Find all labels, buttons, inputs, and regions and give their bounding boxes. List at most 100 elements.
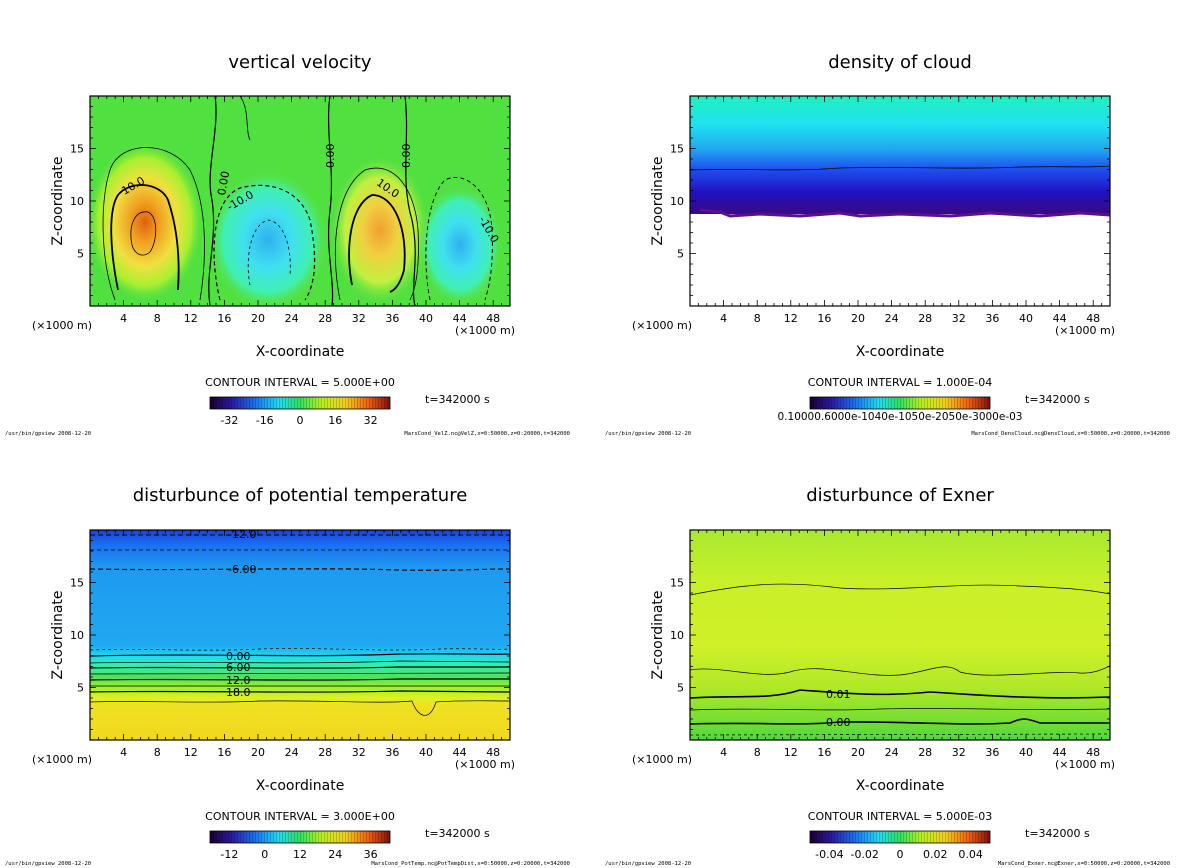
- x-unit-left: (×1000 m): [32, 319, 92, 332]
- y-axis-label: Z-coordinate: [650, 590, 666, 679]
- y-tick-label: 10: [70, 629, 84, 642]
- contour-line: [208, 96, 217, 306]
- colorbar-tick-label: 16: [328, 414, 342, 427]
- contour-label: 12.0: [226, 674, 251, 687]
- contour-label: 6.00: [226, 661, 251, 674]
- x-tick-label: 16: [217, 312, 231, 325]
- contour-line: [213, 184, 316, 301]
- colorbar-tick-label: -16: [256, 414, 274, 427]
- footer-right: MarsCond_Exner.nc@Exner,x=0:50000,z=0:20…: [998, 861, 1170, 867]
- x-tick-label: 4: [720, 312, 727, 325]
- y-axis: 5 10 15: [70, 540, 510, 730]
- x-tick-label: 24: [285, 746, 299, 759]
- contour-label: -6.00: [228, 563, 256, 576]
- contour-line: [90, 660, 510, 664]
- colorbar-tick-label: 12: [293, 848, 307, 861]
- x-tick-label: 8: [154, 746, 161, 759]
- contour-line: [102, 147, 205, 301]
- contour-line: [425, 177, 493, 301]
- contour-line: [690, 708, 1110, 711]
- x-tick-label: 40: [419, 312, 433, 325]
- x-tick-label: 44: [453, 312, 467, 325]
- colorbar-divisions: [810, 831, 990, 843]
- x-tick-label: 40: [1019, 312, 1033, 325]
- contour-line: [90, 678, 510, 681]
- colorbar-ticks: -32 -16 0 16 32: [220, 414, 377, 427]
- y-axis: 5 10 15: [70, 106, 510, 296]
- x-tick-label: 8: [754, 312, 761, 325]
- colorbar-ticks: -0.04 -0.02 0 0.02 0.04: [815, 848, 983, 861]
- x-tick-label: 12: [184, 746, 198, 759]
- y-tick-label: 10: [670, 195, 684, 208]
- y-tick-label: 15: [70, 577, 84, 590]
- chart-title: density of cloud: [828, 52, 972, 73]
- contour-line: [239, 96, 251, 141]
- panel-potential-temperature: disturbunce of potential temperature -12…: [5, 485, 570, 867]
- colorbar-divisions: [210, 397, 390, 409]
- y-tick-label: 5: [677, 682, 684, 695]
- y-tick-label: 10: [670, 629, 684, 642]
- x-tick-label: 40: [1019, 746, 1033, 759]
- y-tick-label: 15: [670, 577, 684, 590]
- x-tick-label: 48: [486, 746, 500, 759]
- x-tick-label: 20: [251, 746, 265, 759]
- x-tick-label: 48: [486, 312, 500, 325]
- chart-title: vertical velocity: [228, 52, 372, 73]
- chart-title: disturbunce of Exner: [806, 485, 994, 506]
- x-tick-label: 40: [419, 746, 433, 759]
- contour-interval: CONTOUR INTERVAL = 5.000E-03: [808, 810, 992, 823]
- panel-density-of-cloud: density of cloud 4 8 12 16 20 24 28 32 36 40 44 48 …: [605, 52, 1170, 437]
- contour-interval: CONTOUR INTERVAL = 1.000E-04: [808, 376, 992, 389]
- contour-interval: CONTOUR INTERVAL = 3.000E+00: [205, 810, 395, 823]
- updraft-cell: [90, 142, 203, 302]
- contour-line: [690, 583, 1110, 596]
- colorbar-tick-label: -0.04: [815, 848, 843, 861]
- x-axis-label: X-coordinate: [856, 344, 945, 360]
- contour-line: [348, 194, 406, 293]
- x-tick-label: 16: [817, 312, 831, 325]
- colorbar-tick-label: 0: [261, 848, 268, 861]
- footer-right: MarsCond_DensCloud.nc@DensCloud,x=0:5000…: [971, 431, 1170, 437]
- x-tick-label: 36: [985, 746, 999, 759]
- downdraft-cell: [208, 170, 328, 306]
- y-tick-label: 10: [70, 195, 84, 208]
- cloud-base-edge: [699, 208, 1110, 218]
- x-axis: 4 8 12 16 20 24 28 32 36 40 44 48: [698, 530, 1102, 759]
- x-tick-label: 4: [720, 746, 727, 759]
- field-background: [690, 530, 1110, 740]
- x-tick-label: 28: [918, 746, 932, 759]
- y-tick-label: 15: [70, 143, 84, 156]
- x-tick-label: 44: [1053, 312, 1067, 325]
- colorbar-tick-labels: 0.10000.6000e-1040e-1050e-2050e-3000e-03: [778, 411, 1023, 423]
- x-tick-label: 28: [918, 312, 932, 325]
- contour-line: [690, 165, 1110, 171]
- field-background: [90, 530, 510, 740]
- contour-line: [247, 219, 291, 286]
- x-tick-label: 48: [1086, 312, 1100, 325]
- colorbar-tick-label: 32: [364, 414, 378, 427]
- x-tick-label: 4: [120, 312, 127, 325]
- x-tick-label: 24: [885, 312, 899, 325]
- plot-area: [90, 96, 510, 306]
- downdraft-cell: [418, 185, 502, 305]
- plot-area: [690, 96, 1110, 306]
- x-tick-label: 20: [851, 746, 865, 759]
- x-tick-label: 12: [184, 312, 198, 325]
- contour-line: [690, 665, 1110, 676]
- contour-line: [90, 690, 510, 693]
- footer-left: /usr/bin/gpview 2008-12-20: [605, 861, 691, 867]
- contour-label: 18.0: [226, 686, 251, 699]
- contour-line: [90, 666, 510, 669]
- chart-title: disturbunce of potential temperature: [133, 485, 468, 506]
- x-tick-label: 24: [885, 746, 899, 759]
- y-axis: 5 10 15: [670, 540, 1110, 730]
- x-axis: 4 8 12 16 20 24 28 32 36 40 44 48: [98, 96, 503, 325]
- contour-line: [90, 700, 510, 716]
- footer-left: /usr/bin/gpview 2008-12-20: [5, 861, 91, 867]
- contour-label: 0.00: [826, 716, 851, 729]
- footer-left: /usr/bin/gpview 2008-12-20: [5, 431, 91, 437]
- x-tick-label: 32: [952, 746, 966, 759]
- x-unit-left: (×1000 m): [32, 753, 92, 766]
- x-axis: 4 8 12 16 20 24 28 32 36 40 44 48: [98, 530, 503, 759]
